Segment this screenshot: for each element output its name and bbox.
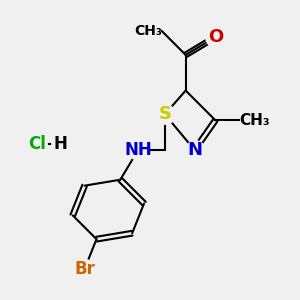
Text: N: N — [187, 141, 202, 159]
Text: H: H — [54, 135, 68, 153]
Text: O: O — [208, 28, 223, 46]
Text: Cl: Cl — [28, 135, 46, 153]
Text: Br: Br — [74, 260, 95, 278]
Text: NH: NH — [124, 141, 152, 159]
Text: CH₃: CH₃ — [239, 113, 270, 128]
Text: CH₃: CH₃ — [134, 24, 162, 38]
Text: S: S — [158, 105, 171, 123]
